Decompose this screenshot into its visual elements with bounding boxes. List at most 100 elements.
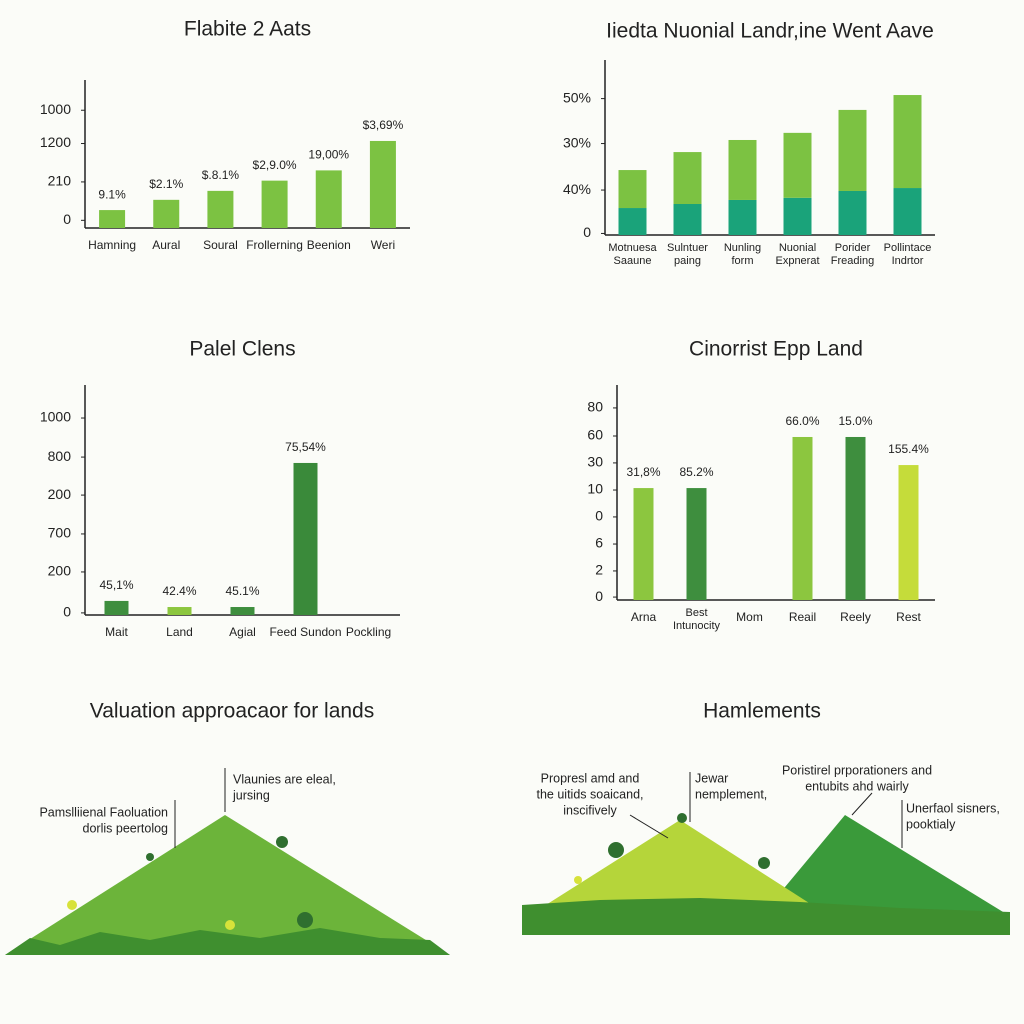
bar (261, 180, 288, 228)
y-tick-label: 200 (48, 563, 72, 579)
bar (792, 436, 813, 600)
bar-segment (838, 109, 867, 191)
y-tick-label: 40% (563, 181, 591, 197)
annotation: entubits ahd wairly (805, 779, 909, 793)
value-label: 85.2% (679, 465, 713, 479)
bar (315, 170, 342, 228)
bar (633, 488, 654, 600)
value-label: 19,00% (308, 148, 349, 162)
value-label: 31,8% (626, 465, 660, 479)
tree (225, 920, 235, 930)
value-label: $3,69% (363, 118, 404, 132)
bar (293, 462, 318, 615)
annotation: the uitids soaicand, (536, 787, 643, 801)
bar-segment (783, 197, 812, 235)
bar (99, 210, 126, 228)
annotation: Unerfaol sisners, (906, 801, 1000, 815)
illustration-title: Valuation approacaor for lands (90, 700, 374, 723)
y-tick-label: 6 (595, 535, 603, 551)
tree (67, 900, 77, 910)
x-tick-label: Best Intunocity (673, 607, 721, 632)
tree (146, 853, 154, 861)
bar-segment (673, 152, 702, 204)
bar (104, 600, 129, 615)
x-tick-label: Hamning (88, 238, 136, 252)
x-tick-label: Feed Sundon (269, 625, 341, 639)
bar (845, 436, 866, 600)
bar-segment (618, 170, 647, 209)
value-label: 66.0% (785, 414, 819, 428)
bar-segment (728, 199, 757, 235)
x-tick-label: Aural (152, 238, 180, 252)
y-tick-label: 0 (63, 604, 71, 620)
y-tick-label: 0 (583, 224, 591, 240)
bar (153, 199, 180, 228)
y-tick-label: 80 (587, 399, 603, 415)
tree (758, 857, 770, 869)
bar-segment (673, 204, 702, 235)
value-label: 155.4% (888, 442, 929, 456)
value-label: 45.1% (225, 584, 259, 598)
illustration-title: Hamlements (703, 700, 821, 723)
bar-segment (783, 132, 812, 198)
annotation: nemplement, (695, 787, 767, 801)
tree (574, 876, 582, 884)
y-tick-label: 2 (595, 562, 603, 578)
y-tick-label: 0 (63, 211, 71, 227)
value-label: $2.1% (149, 177, 183, 191)
x-tick-label: Soural (203, 238, 238, 252)
annotation: Poristirel prporationers and (782, 763, 932, 777)
value-label: 45,1% (99, 578, 133, 592)
value-label: 15.0% (838, 414, 872, 428)
bar (167, 607, 192, 615)
y-tick-label: 1000 (40, 409, 71, 425)
y-tick-label: 210 (48, 173, 72, 189)
x-tick-label: Reail (789, 610, 816, 624)
x-tick-label: Weri (371, 238, 395, 252)
y-tick-label: 60 (587, 427, 603, 443)
y-tick-label: 0 (595, 508, 603, 524)
illustration-left (5, 768, 450, 955)
bar-segment (893, 95, 922, 189)
bar (207, 190, 234, 228)
bar (230, 607, 255, 615)
chart-title: Flabite 2 Aats (184, 18, 311, 41)
x-tick-label: Rest (896, 610, 921, 624)
pointer (851, 792, 873, 816)
y-tick-label: 30 (587, 454, 603, 470)
x-tick-label: Frollerning (246, 238, 303, 252)
grass (522, 898, 1010, 935)
bar-segment (838, 190, 867, 235)
x-tick-label: Arna (631, 610, 657, 624)
x-tick-label: Mom (736, 610, 763, 624)
mountain (530, 820, 820, 915)
annotation: dorlis peertolog (83, 821, 169, 835)
pointer (629, 814, 669, 839)
chart-title: Iiedta Nuonial Landr,ine Went Aave (606, 20, 934, 43)
bar (686, 488, 707, 600)
x-tick-label: Beenion (307, 238, 351, 252)
bar (369, 140, 396, 228)
annotation: pooktialy (906, 817, 956, 831)
annotation: Jewar (695, 771, 728, 785)
y-tick-label: 200 (48, 486, 72, 502)
y-tick-label: 50% (563, 89, 591, 105)
annotation: Vlaunies are eleal, (233, 772, 336, 786)
y-tick-label: 10 (587, 481, 603, 497)
value-label: 42.4% (162, 584, 196, 598)
x-tick-label: Motnuesa Saaune (608, 242, 657, 267)
x-tick-label: Nuonial Expnerat (775, 242, 819, 267)
x-tick-label: Nunling form (724, 242, 761, 267)
bar-segment (618, 208, 647, 235)
y-tick-label: 0 (595, 588, 603, 604)
value-label: 9.1% (98, 187, 126, 201)
x-tick-label: Pollintace Indrtor (884, 242, 932, 267)
chart-title: Cinorrist Epp Land (689, 338, 863, 361)
x-tick-label: Mait (105, 625, 128, 639)
tree (677, 813, 687, 823)
bar-segment (893, 188, 922, 235)
mountain (770, 815, 1008, 915)
value-label: 75,54% (285, 440, 326, 454)
x-tick-label: Sulntuer paing (667, 242, 708, 267)
